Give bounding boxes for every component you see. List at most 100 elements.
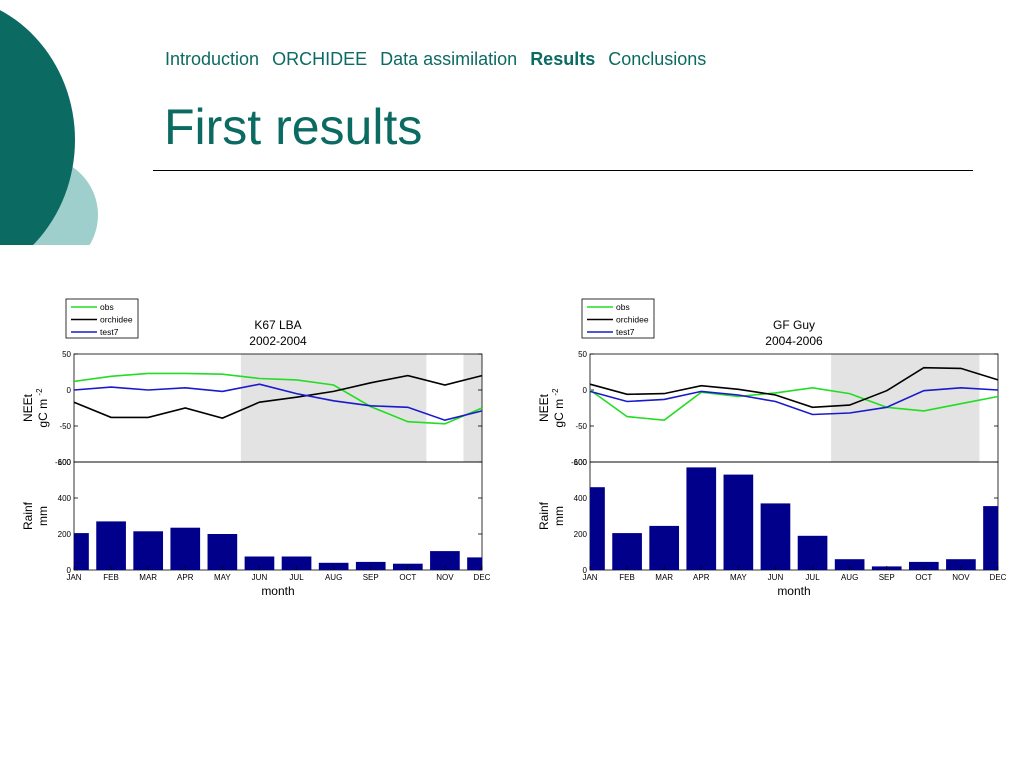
rain-bar-mar xyxy=(649,525,680,570)
rain-ytick-label: 200 xyxy=(574,530,588,539)
nav-item-results[interactable]: Results xyxy=(530,49,596,69)
xtick-label-aug: AUG xyxy=(841,573,858,582)
rain-bar-aug xyxy=(834,559,865,570)
chart-k67-lba: obs orchidee test7 K67 LBA 2002-2004 50 0 -50 -1… xyxy=(21,298,491,598)
nee-ylabel-units: gC m -2 xyxy=(551,388,566,428)
xtick-label-apr: APR xyxy=(693,573,710,582)
rain-bar-jul xyxy=(797,535,828,570)
x-axis-label: month xyxy=(261,584,294,598)
rain-bar-jun xyxy=(244,556,275,570)
slide-title: First results xyxy=(164,99,423,155)
rain-bar-apr xyxy=(686,467,717,570)
xtick-label-oct: OCT xyxy=(399,573,416,582)
rain-ytick-label: 200 xyxy=(58,530,72,539)
x-axis-label: month xyxy=(777,584,810,598)
chart-gf-guy: obs orchidee test7 GF Guy 2004-2006 50 0 -50 -10… xyxy=(537,298,1007,598)
shaded-region-0 xyxy=(831,354,980,462)
legend-label-test7: test7 xyxy=(616,327,635,337)
rain-ylabel: Rainf xyxy=(21,501,35,530)
nee-ylabel-units-exponent: -2 xyxy=(551,388,560,396)
xtick-label-jun: JUN xyxy=(768,573,784,582)
xtick-label-apr: APR xyxy=(177,573,194,582)
title-divider xyxy=(153,170,973,171)
rain-bar-may xyxy=(723,474,754,570)
nav-item-orchidee[interactable]: ORCHIDEE xyxy=(272,49,368,69)
rain-bar-jun xyxy=(760,503,791,570)
nee-ylabel-units: gC m -2 xyxy=(35,388,50,428)
chart-title: GF Guy xyxy=(773,318,815,332)
series-line-orchidee xyxy=(73,374,483,419)
rain-bar-dec xyxy=(467,557,482,570)
nee-ylabel-units-text: gC m xyxy=(552,396,566,428)
rain-bar-sep xyxy=(355,561,386,570)
nee-ylabel-units-exponent: -2 xyxy=(35,388,44,396)
xtick-label-mar: MAR xyxy=(655,573,673,582)
rain-axes-frame xyxy=(73,461,483,571)
nav-item-conclusions[interactable]: Conclusions xyxy=(608,49,707,69)
xtick-label-mar: MAR xyxy=(139,573,157,582)
rain-bar-jul xyxy=(281,556,312,570)
xtick-label-jan: JAN xyxy=(582,573,597,582)
rain-bar-feb xyxy=(96,521,126,570)
series-line-orchidee xyxy=(589,366,999,409)
rain-bar-mar xyxy=(133,531,164,570)
xtick-label-jun: JUN xyxy=(252,573,268,582)
xtick-label-aug: AUG xyxy=(325,573,342,582)
xtick-label-dec: DEC xyxy=(990,573,1007,582)
xtick-label-dec: DEC xyxy=(474,573,491,582)
rain-ytick-label: 600 xyxy=(58,458,72,467)
nav-item-introduction[interactable]: Introduction xyxy=(165,49,260,69)
xtick-label-oct: OCT xyxy=(915,573,932,582)
nee-ytick-label: 0 xyxy=(583,386,588,395)
rain-ylabel-units: mm xyxy=(552,506,566,526)
chart-subtitle: 2002-2004 xyxy=(249,334,307,348)
nee-ytick-label: 50 xyxy=(578,350,587,359)
nee-ytick-label: -50 xyxy=(575,422,587,431)
xtick-label-sep: SEP xyxy=(363,573,379,582)
xtick-label-nov: NOV xyxy=(436,573,454,582)
legend-label-orchidee: orchidee xyxy=(616,315,649,325)
shaded-region-0 xyxy=(240,354,427,462)
xtick-label-feb: FEB xyxy=(619,573,635,582)
section-nav: Introduction ORCHIDEE Data assimilation … xyxy=(165,49,714,70)
decorative-circles xyxy=(0,10,110,250)
xtick-label-may: MAY xyxy=(730,573,747,582)
series-line-test7 xyxy=(589,386,999,416)
xtick-label-jan: JAN xyxy=(66,573,81,582)
rain-ytick-label: 0 xyxy=(67,566,72,575)
rain-bar-feb xyxy=(612,533,642,570)
rain-bar-may xyxy=(207,534,238,570)
nee-ytick-label: 0 xyxy=(67,386,72,395)
xtick-label-jul: JUL xyxy=(289,573,304,582)
rain-bar-jan xyxy=(590,487,605,570)
rain-bar-nov xyxy=(430,551,460,570)
rain-ytick-label: 0 xyxy=(583,566,588,575)
xtick-label-nov: NOV xyxy=(952,573,970,582)
nee-ylabel-units-text: gC m xyxy=(36,396,50,428)
chart-subtitle: 2004-2006 xyxy=(765,334,823,348)
series-line-obs xyxy=(73,372,483,425)
shaded-region-1 xyxy=(463,354,482,462)
series-line-test7 xyxy=(73,383,483,422)
legend-label-orchidee: orchidee xyxy=(100,315,133,325)
nee-ylabel: NEEt xyxy=(537,393,551,422)
nee-ytick-label: 50 xyxy=(62,350,71,359)
rain-bar-dec xyxy=(983,506,998,570)
rain-ytick-label: 600 xyxy=(574,458,588,467)
rain-bar-jan xyxy=(74,533,89,570)
legend-label-obs: obs xyxy=(100,302,114,312)
nee-ytick-label: -100 xyxy=(55,458,72,467)
chart-title: K67 LBA xyxy=(254,318,301,332)
rain-ytick-label: 400 xyxy=(574,494,588,503)
legend-label-test7: test7 xyxy=(100,327,119,337)
xtick-label-may: MAY xyxy=(214,573,231,582)
xtick-label-jul: JUL xyxy=(805,573,820,582)
rain-ylabel-units: mm xyxy=(36,506,50,526)
nee-ytick-label: -100 xyxy=(571,458,588,467)
nav-item-data-assimilation[interactable]: Data assimilation xyxy=(380,49,518,69)
rain-ylabel: Rainf xyxy=(537,501,551,530)
xtick-label-feb: FEB xyxy=(103,573,119,582)
legend-label-obs: obs xyxy=(616,302,630,312)
rain-bar-apr xyxy=(170,527,201,570)
rain-bar-oct xyxy=(908,561,939,570)
